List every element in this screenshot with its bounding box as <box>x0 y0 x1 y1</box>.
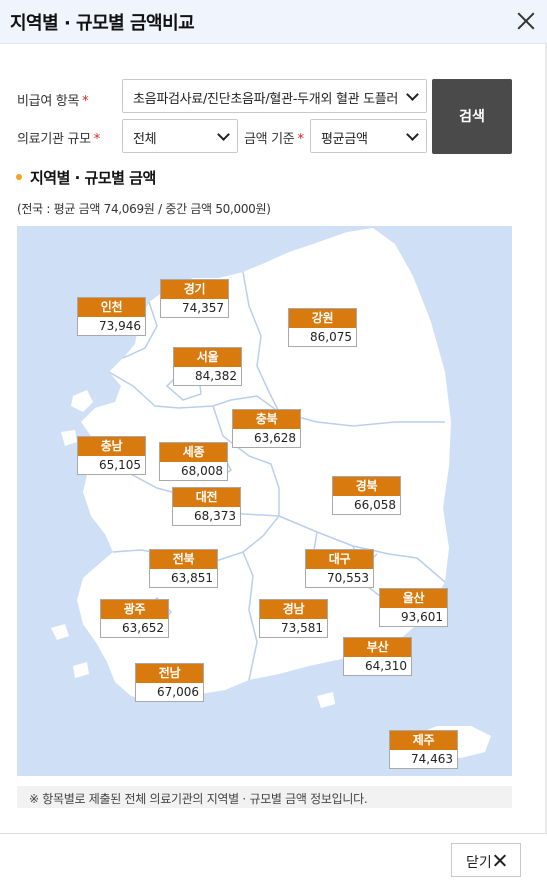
region-daejeon: 대전 68,373 <box>172 487 241 526</box>
search-button[interactable]: 검색 <box>432 79 512 154</box>
region-value: 73,946 <box>99 319 141 333</box>
region-value: 64,310 <box>365 659 407 673</box>
region-incheon: 인천 73,946 <box>77 297 146 336</box>
region-value: 74,463 <box>411 752 453 766</box>
region-name: 경기 <box>161 280 228 299</box>
region-name: 대전 <box>173 488 240 507</box>
region-jeonbuk: 전북 63,851 <box>149 549 218 588</box>
region-sejong: 세종 68,008 <box>159 442 228 481</box>
close-button-label: 닫기 <box>466 855 492 871</box>
required-mark: * <box>93 132 101 147</box>
region-value: 84,382 <box>195 369 237 383</box>
item-label: 비급여 항목 * <box>17 90 89 109</box>
required-mark: * <box>82 94 89 109</box>
dialog-title: 지역별 · 규모별 금액비교 <box>10 13 195 34</box>
region-value: 68,008 <box>181 464 223 478</box>
close-icon[interactable] <box>511 6 541 36</box>
footer-divider <box>0 833 547 834</box>
scale-select-value: 전체 <box>133 132 157 147</box>
item-label-text: 비급여 항목 <box>17 94 80 109</box>
bullet-dot-icon <box>16 174 22 180</box>
region-chungnam: 충남 65,105 <box>77 436 146 475</box>
close-button[interactable]: 닫기 <box>451 843 521 877</box>
national-summary: (전국 : 평균 금액 74,069원 / 중간 금액 50,000원) <box>17 202 271 216</box>
region-name: 경북 <box>333 477 400 496</box>
close-icon <box>493 854 506 867</box>
region-chungbuk: 충북 63,628 <box>232 409 301 448</box>
region-value: 74,357 <box>182 301 224 315</box>
region-jeju: 제주 74,463 <box>389 730 458 769</box>
small-island-shape <box>61 430 77 446</box>
small-island-shape <box>51 624 69 640</box>
scale-label-text: 의료기관 규모 <box>17 132 91 147</box>
scale-label: 의료기관 규모 * <box>17 128 100 147</box>
region-name: 울산 <box>380 589 447 608</box>
region-name: 강원 <box>289 309 356 328</box>
region-value: 73,581 <box>281 621 323 635</box>
info-note: ※ 항목별로 제출된 전체 의료기관의 지역별 · 규모별 금액 정보입니다. <box>17 786 512 808</box>
korea-map: 인천 73,946 경기 74,357 강원 86,075 서울 84,382 충북 63… <box>17 226 512 776</box>
scale-select[interactable]: 전체 <box>122 119 238 153</box>
region-ulsan: 울산 93,601 <box>379 588 448 627</box>
region-value: 67,006 <box>157 685 199 699</box>
region-name: 대구 <box>306 550 373 569</box>
region-value: 66,058 <box>354 498 396 512</box>
region-name: 부산 <box>344 638 411 657</box>
chevron-down-icon <box>406 88 419 101</box>
region-gyeongnam: 경남 73,581 <box>259 599 328 638</box>
region-gangwon: 강원 86,075 <box>288 308 357 347</box>
basis-label-text: 금액 기준 <box>244 132 295 147</box>
small-island-shape <box>73 662 89 678</box>
item-select[interactable]: 초음파검사료/진단초음파/혈관-두개외 혈관 도플러 <box>122 79 427 113</box>
basis-select-value: 평균금액 <box>321 132 368 147</box>
region-name: 전남 <box>136 664 203 683</box>
chevron-down-icon <box>406 128 419 141</box>
region-value: 68,373 <box>194 509 236 523</box>
small-island-shape <box>71 390 93 412</box>
region-seoul: 서울 84,382 <box>173 347 242 386</box>
basis-select[interactable]: 평균금액 <box>310 119 427 153</box>
region-jeonnam: 전남 67,006 <box>135 663 204 702</box>
region-busan: 부산 64,310 <box>343 637 412 676</box>
region-gyeonggi: 경기 74,357 <box>160 279 229 318</box>
region-name: 인천 <box>78 298 145 317</box>
chevron-down-icon <box>217 128 230 141</box>
region-gyeongbuk: 경북 66,058 <box>332 476 401 515</box>
region-name: 전북 <box>150 550 217 569</box>
region-value: 63,652 <box>122 621 164 635</box>
region-name: 충남 <box>78 437 145 456</box>
region-gwangju: 광주 63,652 <box>100 599 169 638</box>
dialog-right-edge <box>545 44 547 834</box>
region-name: 세종 <box>160 443 227 462</box>
region-value: 63,851 <box>171 571 213 585</box>
region-name: 경남 <box>260 600 327 619</box>
basis-label: 금액 기준 * <box>244 128 304 147</box>
region-name: 서울 <box>174 348 241 367</box>
region-name: 충북 <box>233 410 300 429</box>
region-value: 65,105 <box>99 458 141 472</box>
region-name: 제주 <box>390 731 457 750</box>
section-title-text: 지역별 · 규모별 금액 <box>30 169 156 187</box>
region-name: 광주 <box>101 600 168 619</box>
region-value: 93,601 <box>401 610 443 624</box>
region-value: 70,553 <box>327 571 369 585</box>
region-daegu: 대구 70,553 <box>305 549 374 588</box>
section-title: 지역별 · 규모별 금액 <box>16 167 156 188</box>
region-value: 86,075 <box>310 330 352 344</box>
item-select-value: 초음파검사료/진단초음파/혈관-두개외 혈관 도플러 <box>133 92 399 107</box>
required-mark: * <box>297 132 304 147</box>
region-value: 63,628 <box>254 431 296 445</box>
dialog-header: 지역별 · 규모별 금액비교 <box>0 0 547 44</box>
small-island-shape <box>317 692 335 708</box>
